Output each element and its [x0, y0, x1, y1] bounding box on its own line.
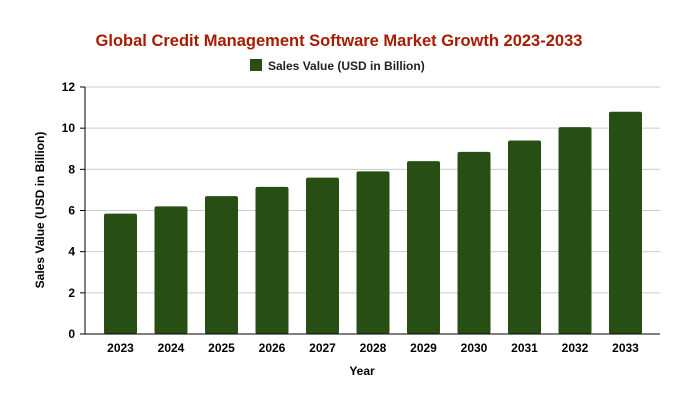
x-tick-label: 2025	[208, 341, 235, 355]
x-tick-label: 2031	[511, 341, 538, 355]
bars	[104, 111, 642, 334]
bar-2027	[306, 177, 339, 334]
y-axis-label: Sales Value (USD in Billion)	[33, 132, 47, 289]
y-tick-label: 2	[68, 286, 75, 300]
y-tick-label: 0	[68, 327, 75, 341]
x-tick-label: 2024	[158, 341, 185, 355]
x-tick-label: 2026	[259, 341, 286, 355]
x-tick-label: 2032	[562, 341, 589, 355]
x-tick-label: 2033	[612, 341, 639, 355]
bar-2026	[255, 186, 289, 334]
bar-2032	[558, 127, 592, 334]
chart-title: Global Credit Management Software Market…	[96, 32, 583, 50]
bar-2033	[609, 111, 642, 334]
y-axis-ticks: 0 2 4 6 8 10 12	[62, 80, 85, 341]
x-tick-label: 2029	[410, 341, 437, 355]
bar-2028	[356, 171, 390, 334]
bar-2023	[104, 213, 137, 334]
x-tick-label: 2028	[360, 341, 387, 355]
y-tick-label: 6	[68, 204, 75, 218]
x-tick-label: 2027	[309, 341, 336, 355]
y-tick-label: 4	[68, 245, 75, 259]
legend-label: Sales Value (USD in Billion)	[268, 59, 425, 73]
legend-swatch	[250, 59, 262, 71]
y-tick-label: 12	[62, 80, 76, 94]
x-axis-ticks: 2023 2024 2025 2026 2027 2028 2029 2030 2031 2032…	[107, 341, 639, 355]
x-tick-label: 2023	[107, 341, 134, 355]
bar-2025	[205, 196, 238, 334]
y-tick-label: 10	[62, 121, 76, 135]
y-tick-label: 8	[68, 162, 75, 176]
x-axis-label: Year	[349, 364, 375, 378]
bar-2029	[407, 161, 440, 334]
x-tick-label: 2030	[461, 341, 488, 355]
bar-2031	[508, 140, 541, 334]
bar-2024	[154, 206, 188, 334]
bar-2030	[457, 151, 491, 334]
legend: Sales Value (USD in Billion)	[250, 59, 425, 73]
